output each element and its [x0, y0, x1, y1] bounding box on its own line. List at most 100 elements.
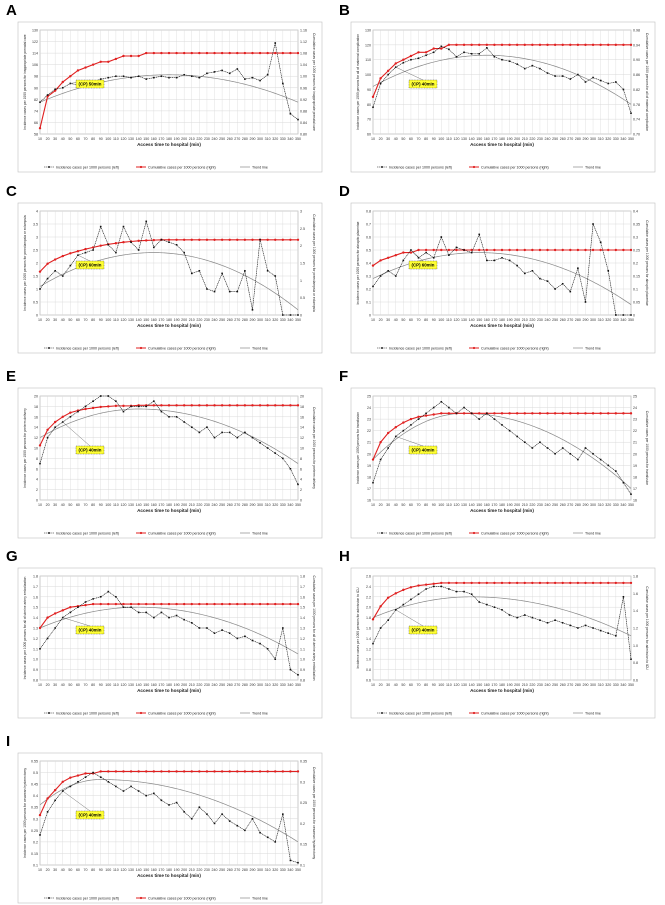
incidence-point: [92, 400, 94, 402]
incidence-point: [297, 314, 299, 316]
cumulative-point: [462, 581, 466, 585]
x-tick-label: 100: [105, 503, 111, 507]
x-tick-label: 20: [46, 868, 50, 872]
cumulative-point: [470, 43, 473, 47]
incidence-point: [394, 609, 397, 611]
incidence-point: [615, 81, 617, 83]
x-tick-label: 140: [469, 683, 475, 687]
cp-label: (CP) 40min: [79, 813, 102, 818]
incidence-point: [228, 820, 231, 822]
cumulative-point: [296, 770, 300, 773]
legend-label-incidence: Incidence cases per 1000 persons (left): [56, 896, 119, 900]
incidence-point: [531, 270, 534, 272]
cumulative-point: [84, 772, 87, 775]
y-axis-label-left: Incidence cases per 1000 persons for all…: [23, 577, 27, 680]
cumulative-point: [69, 776, 72, 779]
cumulative-point: [251, 602, 254, 606]
x-tick-label: 210: [189, 137, 195, 141]
y-axis-label-left: Incidence cases per 1000 persons for all…: [356, 34, 360, 130]
incidence-point: [599, 629, 602, 632]
incidence-point: [410, 58, 412, 61]
incidence-point: [259, 79, 261, 82]
left-tick-label: 25: [367, 395, 371, 399]
cumulative-point: [198, 404, 201, 407]
cumulative-point: [379, 441, 382, 444]
incidence-point: [69, 82, 72, 85]
cumulative-point: [258, 602, 262, 606]
left-tick-label: 0.3: [366, 275, 371, 279]
x-tick-label: 210: [189, 503, 195, 507]
incidence-point: [107, 781, 110, 783]
right-tick-label: 18: [300, 405, 304, 409]
left-tick-label: 1: [36, 288, 38, 292]
x-tick-label: 220: [529, 503, 535, 507]
right-tick-label: 1.0: [633, 644, 638, 648]
left-tick-label: 1.8: [366, 616, 371, 620]
incidence-point: [486, 412, 488, 415]
x-tick-label: 130: [128, 683, 134, 687]
incidence-point: [228, 72, 231, 75]
cumulative-point: [198, 51, 201, 55]
cp-pointer-line: [62, 421, 91, 447]
cumulative-point: [160, 404, 163, 407]
cumulative-point: [417, 248, 420, 252]
incidence-point: [470, 593, 473, 595]
x-tick-label: 280: [242, 137, 248, 141]
incidence-point: [54, 88, 56, 91]
x-tick-label: 310: [265, 503, 271, 507]
cumulative-point: [114, 57, 118, 61]
cumulative-point: [167, 238, 171, 241]
incidence-point: [523, 67, 526, 70]
cumulative-point: [432, 248, 435, 252]
left-tick-label: 0.45: [31, 783, 38, 787]
y-axis-label-right: Cumulative cases per 1000 persons for al…: [312, 575, 316, 680]
x-tick-label: 130: [461, 318, 467, 322]
x-tick-label: 320: [272, 137, 278, 141]
y-axis-label-left: Incidence cases per 1000 persons for pre…: [23, 215, 27, 310]
x-tick-label: 220: [196, 683, 202, 687]
cp-label: (CP) 40min: [79, 628, 102, 633]
cumulative-point: [508, 581, 511, 585]
cumulative-point: [38, 626, 42, 630]
incidence-point: [122, 606, 125, 608]
x-tick-label: 130: [461, 137, 467, 141]
cp-label: (CP) 60min: [412, 263, 435, 268]
left-tick-label: 0.5: [33, 301, 38, 305]
incidence-point: [213, 71, 216, 73]
cumulative-point: [591, 412, 595, 415]
x-tick-label: 300: [257, 868, 263, 872]
cp-label: (CP) 40min: [412, 82, 435, 87]
cumulative-point: [129, 770, 133, 773]
left-tick-label: 2.0: [366, 606, 371, 610]
x-tick-label: 250: [552, 503, 558, 507]
x-tick-label: 20: [379, 683, 383, 687]
legend-marker-incidence: [48, 347, 50, 349]
x-tick-label: 290: [582, 683, 588, 687]
cumulative-point: [281, 404, 285, 407]
right-tick-label: 0.05: [633, 301, 640, 305]
left-tick-label: 3.5: [33, 223, 38, 227]
incidence-point: [244, 829, 246, 832]
x-tick-label: 290: [582, 503, 588, 507]
x-tick-label: 300: [590, 137, 596, 141]
x-tick-label: 70: [84, 503, 88, 507]
cumulative-point: [61, 254, 64, 258]
incidence-point: [584, 81, 587, 83]
incidence-point: [213, 822, 216, 825]
right-tick-label: 0.4: [633, 210, 638, 214]
x-tick-label: 270: [234, 503, 240, 507]
incidence-point: [206, 72, 208, 75]
incidence-point: [448, 254, 450, 256]
left-tick-label: 2: [36, 488, 38, 492]
incidence-point: [168, 804, 170, 806]
cumulative-point: [220, 404, 224, 407]
incidence-point: [61, 790, 64, 792]
incidence-point: [410, 249, 412, 251]
legend-label-incidence: Incidence cases per 1000 persons (left): [389, 531, 452, 535]
incidence-point: [236, 68, 239, 70]
left-tick-label: 130: [32, 29, 38, 33]
incidence-point: [168, 616, 170, 619]
incidence-point: [289, 112, 292, 115]
right-tick-label: 0.90: [633, 58, 640, 62]
